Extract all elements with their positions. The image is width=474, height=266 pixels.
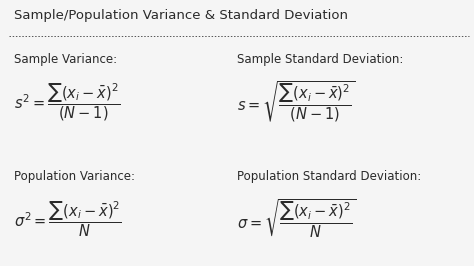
Text: Population Variance:: Population Variance:: [14, 170, 135, 183]
Text: Population Standard Deviation:: Population Standard Deviation:: [237, 170, 421, 183]
Text: Sample Variance:: Sample Variance:: [14, 53, 118, 66]
Text: $s = \sqrt{\dfrac{\sum(x_{i} - \bar{x})^{2}}{(N - 1)}}$: $s = \sqrt{\dfrac{\sum(x_{i} - \bar{x})^…: [237, 80, 356, 125]
Text: $\sigma^{2} = \dfrac{\sum(x_{i} - \bar{x})^{2}}{N}$: $\sigma^{2} = \dfrac{\sum(x_{i} - \bar{x…: [14, 200, 122, 239]
Text: Sample/Population Variance & Standard Deviation: Sample/Population Variance & Standard De…: [14, 9, 348, 22]
Text: $\sigma = \sqrt{\dfrac{\sum(x_{i} - \bar{x})^{2}}{N}}$: $\sigma = \sqrt{\dfrac{\sum(x_{i} - \bar…: [237, 198, 356, 240]
Text: $s^{2} = \dfrac{\sum(x_{i} - \bar{x})^{2}}{(N - 1)}$: $s^{2} = \dfrac{\sum(x_{i} - \bar{x})^{2…: [14, 82, 120, 123]
Text: Sample Standard Deviation:: Sample Standard Deviation:: [237, 53, 403, 66]
